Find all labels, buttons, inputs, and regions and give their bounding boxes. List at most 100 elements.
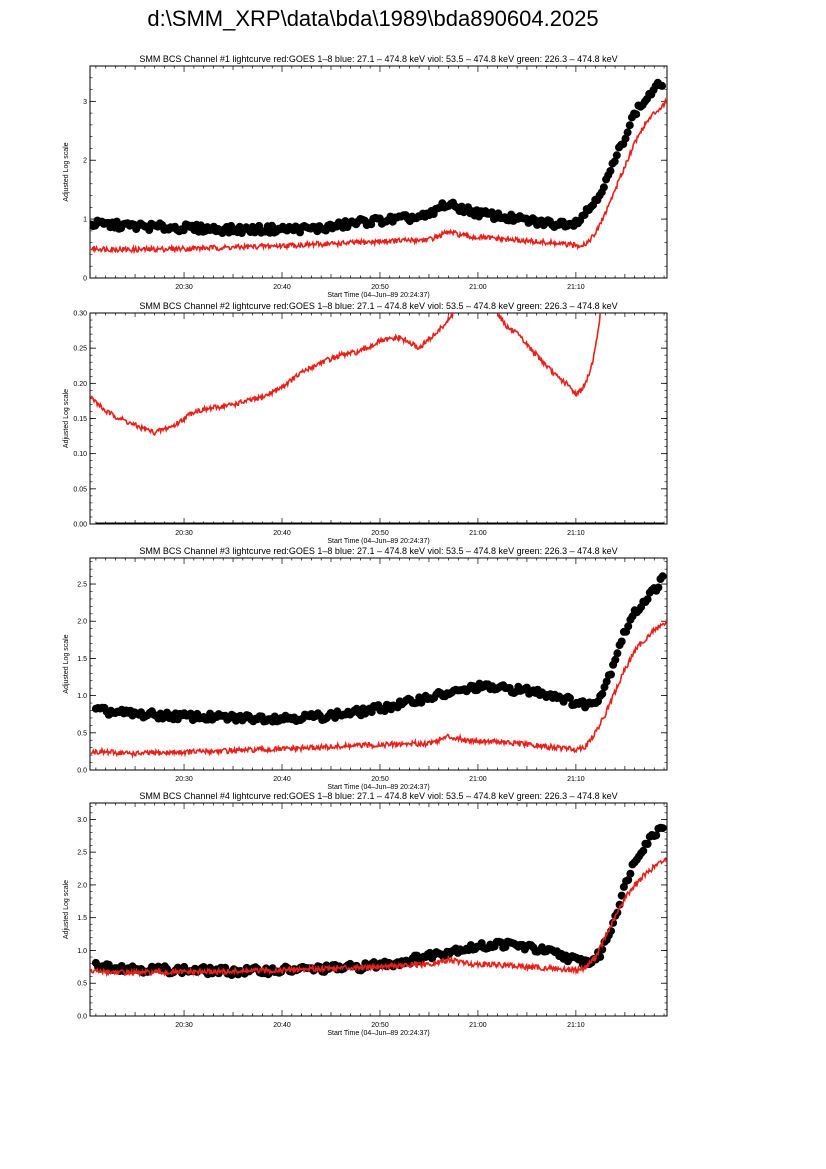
x-tick-label: 21:00	[469, 530, 487, 537]
plot-area	[90, 313, 665, 524]
page-title: d:\SMM_XRP\data\bda\1989\bda890604.2025	[147, 6, 599, 31]
channel-point	[598, 689, 607, 698]
channel-point	[599, 183, 608, 192]
goes-curve	[90, 97, 667, 255]
x-tick-label: 20:30	[175, 284, 193, 291]
x-axis-label: Start Time (04–Jun–89 20:24:37)	[327, 784, 429, 791]
y-tick-label: 0.0	[77, 1014, 87, 1021]
x-tick-label: 21:00	[469, 1022, 487, 1029]
x-tick-label: 20:50	[371, 284, 389, 291]
plot-area	[90, 823, 667, 979]
y-tick-label: 0.30	[73, 311, 87, 318]
y-tick-label: 0.0	[77, 768, 87, 775]
x-tick-label: 21:10	[567, 776, 585, 783]
channel-point	[625, 121, 634, 130]
y-tick-label: 3.0	[77, 817, 87, 824]
x-tick-label: 21:00	[469, 284, 487, 291]
channel-point	[639, 846, 648, 855]
chart-panel-channel-4: SMM BCS Channel #4 lightcurve red:GOES 1…	[63, 791, 668, 1037]
y-tick-label: 2.5	[77, 582, 87, 589]
channel-point	[643, 840, 652, 848]
y-tick-label: 0.15	[73, 416, 87, 423]
y-tick-label: 0.05	[73, 486, 87, 493]
y-tick-label: 1.0	[77, 948, 87, 955]
x-axis-label: Start Time (04–Jun–89 20:24:37)	[327, 292, 429, 299]
y-tick-label: 0.20	[73, 381, 87, 388]
plot-area	[90, 572, 667, 759]
channel-point	[367, 708, 376, 717]
y-tick-label: 0.10	[73, 451, 87, 458]
x-tick-label: 21:00	[469, 776, 487, 783]
channel-point	[602, 677, 611, 686]
channel-point	[652, 831, 661, 840]
channel-point	[624, 876, 633, 884]
y-axis-label: Adjusted Log scale	[63, 634, 70, 693]
x-tick-label: 20:50	[371, 776, 389, 783]
channel-point	[612, 151, 621, 160]
channel-point	[624, 622, 633, 631]
plot-frame	[89, 557, 668, 771]
y-axis-label: Adjusted Log scale	[63, 142, 70, 201]
channel-point	[658, 572, 667, 581]
x-tick-label: 21:10	[567, 1022, 585, 1029]
chart-title: SMM BCS Channel #2 lightcurve red:GOES 1…	[139, 301, 617, 311]
goes-curve	[90, 857, 667, 978]
channel-point	[658, 81, 667, 90]
y-tick-label: 2	[83, 158, 87, 165]
chart-panel-channel-3: SMM BCS Channel #3 lightcurve red:GOES 1…	[63, 546, 668, 791]
x-tick-label: 20:30	[175, 776, 193, 783]
channel-point	[487, 208, 496, 217]
x-axis-label: Start Time (04–Jun–89 20:24:37)	[327, 1030, 429, 1037]
y-tick-label: 2.5	[77, 850, 87, 857]
x-axis-label: Start Time (04–Jun–89 20:24:37)	[327, 538, 429, 545]
y-tick-label: 0.5	[77, 730, 87, 737]
channel-point	[598, 945, 607, 954]
x-tick-label: 20:40	[273, 284, 291, 291]
y-tick-label: 0.00	[73, 522, 87, 529]
x-tick-label: 20:30	[175, 530, 193, 537]
x-tick-label: 20:30	[175, 1022, 193, 1029]
y-axis-label: Adjusted Log scale	[63, 880, 70, 939]
y-tick-label: 1	[83, 217, 87, 224]
chart-title: SMM BCS Channel #1 lightcurve red:GOES 1…	[139, 54, 617, 64]
channel-point	[606, 167, 615, 175]
channel-point	[268, 221, 276, 230]
y-tick-label: 0	[83, 276, 87, 283]
goes-curve	[496, 313, 601, 397]
plot-frame	[89, 802, 668, 1017]
channel-point	[621, 134, 630, 143]
channel-point	[658, 824, 667, 833]
channel-point	[623, 128, 632, 137]
channel-point	[626, 869, 635, 878]
chart-title: SMM BCS Channel #3 lightcurve red:GOES 1…	[139, 546, 617, 556]
x-tick-label: 20:40	[273, 530, 291, 537]
goes-curve	[90, 313, 454, 437]
channel-point	[196, 221, 205, 230]
chart-panel-channel-2: SMM BCS Channel #2 lightcurve red:GOES 1…	[63, 301, 668, 545]
y-tick-label: 3	[83, 99, 87, 106]
y-tick-label: 1.5	[77, 915, 87, 922]
chart-panel-channel-1: SMM BCS Channel #1 lightcurve red:GOES 1…	[63, 54, 668, 299]
channel-point	[112, 217, 121, 226]
channel-point	[610, 157, 619, 166]
x-tick-label: 20:40	[273, 1022, 291, 1029]
y-tick-label: 1.0	[77, 693, 87, 700]
channel-point	[643, 595, 652, 604]
y-tick-label: 1.5	[77, 656, 87, 663]
goes-curve	[90, 618, 667, 759]
channel-point	[654, 583, 663, 592]
x-tick-label: 20:50	[371, 1022, 389, 1029]
channel-point	[632, 110, 641, 119]
y-tick-label: 0.5	[77, 981, 87, 988]
x-tick-label: 21:10	[567, 284, 585, 291]
channel-point	[613, 649, 622, 658]
channel-point	[607, 670, 615, 679]
plot-frame	[89, 312, 668, 525]
y-tick-label: 2.0	[77, 882, 87, 889]
y-tick-label: 0.25	[73, 346, 87, 353]
channel-point	[617, 637, 626, 646]
chart-title: SMM BCS Channel #4 lightcurve red:GOES 1…	[139, 791, 617, 801]
x-tick-label: 20:50	[371, 530, 389, 537]
channel-point	[611, 655, 620, 664]
